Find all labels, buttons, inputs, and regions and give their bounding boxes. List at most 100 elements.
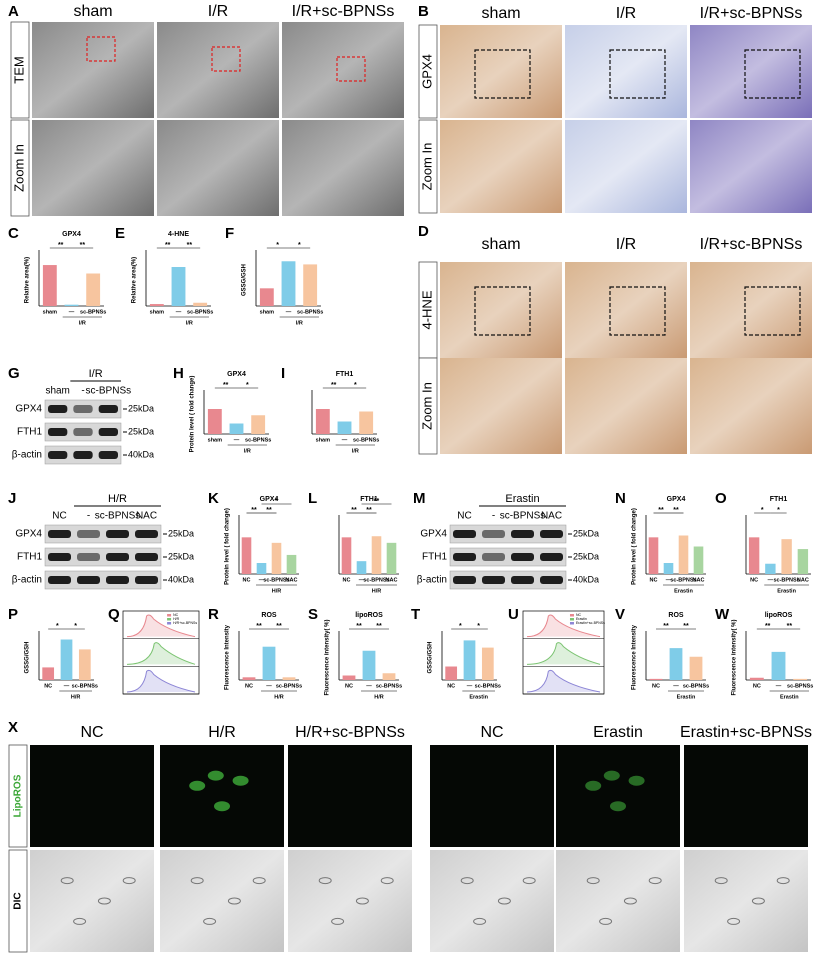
chart-title: lipoROS — [765, 612, 793, 619]
chart-title: GPX4 — [227, 371, 246, 378]
bar — [256, 563, 267, 574]
bar — [78, 649, 91, 680]
x-tick-label: — — [176, 309, 182, 315]
cell — [497, 897, 511, 905]
cell — [460, 877, 474, 885]
x-tick-label: — — [259, 577, 265, 583]
x-tick-label: sc-BPNSs — [276, 683, 302, 689]
x-tick-label: sc-BPNSs — [670, 577, 696, 583]
micrograph — [684, 745, 808, 847]
x-tick-label: — — [366, 683, 372, 689]
size-label: 25kDa — [573, 528, 599, 538]
legend-label: NC — [576, 613, 582, 617]
size-label: 25kDa — [573, 551, 599, 561]
bar — [315, 409, 330, 434]
band — [77, 576, 100, 584]
row-label-box — [418, 119, 438, 214]
band — [73, 405, 93, 413]
micrograph — [440, 120, 562, 213]
histogram-curve — [526, 614, 601, 638]
band — [106, 553, 129, 561]
sig-label: * — [777, 507, 780, 514]
micrograph — [430, 745, 554, 847]
cell — [60, 877, 74, 885]
y-axis-label: Relative area(%) — [25, 257, 31, 303]
panel-letter: O — [715, 490, 727, 507]
row-label: TEM — [11, 56, 26, 83]
cell — [73, 917, 87, 925]
sig-label: ** — [376, 623, 382, 630]
micrograph — [30, 745, 154, 847]
panel-letter: C — [8, 225, 19, 242]
panel-letter: P — [8, 606, 18, 623]
x-tick-label: NAC — [286, 577, 298, 583]
panel-letter: E — [115, 225, 125, 242]
x-tick-label: NC — [750, 577, 758, 583]
panel-letter: K — [208, 490, 219, 507]
group-label: Erastin — [674, 588, 693, 594]
x-tick-label: sc-BPNSs — [297, 309, 323, 315]
group-label: H/R — [272, 588, 282, 594]
bar — [251, 415, 266, 434]
row-label: 4-HNE — [419, 290, 434, 329]
panel-letter: H — [173, 365, 184, 382]
band — [482, 553, 505, 561]
group-label: I/R — [244, 448, 251, 454]
row-label: GPX4 — [15, 404, 42, 415]
row-label: GPX4 — [15, 529, 42, 540]
panel-letter: W — [715, 606, 730, 623]
chart-title: FTH1 — [360, 496, 378, 503]
roi-box — [744, 49, 801, 99]
cell — [522, 877, 536, 885]
group-label: Erastin — [505, 493, 539, 505]
bar — [765, 563, 776, 574]
micrograph — [565, 262, 687, 358]
row-label: LipoROS — [13, 774, 24, 817]
cell — [331, 917, 345, 925]
lane-label: - — [492, 511, 495, 522]
bar — [748, 537, 760, 574]
cell — [203, 917, 217, 925]
panel-letter: I — [281, 365, 285, 382]
group-label: I/R — [352, 448, 359, 454]
x-tick-label: sc-BPNSs — [187, 309, 213, 315]
x-tick-label: — — [673, 683, 679, 689]
column-header: sham — [73, 3, 112, 20]
y-axis-label: Fluorescence intensity( %) — [732, 619, 738, 695]
chart-title: FTH1 — [770, 496, 788, 503]
sig-label: ** — [276, 623, 282, 630]
column-header: Erastin — [593, 724, 643, 741]
cell — [751, 897, 765, 905]
micrograph — [684, 850, 808, 952]
bar — [481, 647, 494, 680]
panel-letter: X — [8, 719, 18, 736]
y-axis-label: Fluorescence intensity( %) — [325, 619, 331, 695]
x-tick-label: sham — [150, 309, 164, 315]
x-tick-label: NC — [343, 577, 351, 583]
panel-letter: B — [418, 3, 429, 20]
legend-label: Erastin — [576, 617, 587, 621]
lane-label: sham — [45, 386, 69, 397]
micrograph — [288, 850, 412, 952]
y-axis-label: Fluorescence Intensity — [632, 624, 638, 690]
column-header: H/R+sc-BPNSs — [295, 724, 405, 741]
x-tick-label: sc-BPNSs — [245, 437, 271, 443]
cell — [227, 897, 241, 905]
micrograph — [282, 22, 404, 118]
bar — [463, 640, 476, 680]
x-tick-label: — — [359, 577, 365, 583]
micrograph — [160, 745, 284, 847]
panel-letter: U — [508, 606, 519, 623]
bar — [689, 656, 703, 680]
histogram-curve — [126, 669, 196, 693]
band — [135, 553, 158, 561]
chart-title: GPX4 — [667, 496, 686, 503]
size-label: 25kDa — [168, 528, 194, 538]
column-header: sham — [481, 236, 520, 253]
micrograph — [690, 25, 812, 118]
micrograph — [160, 850, 284, 952]
micrograph — [440, 262, 562, 358]
row-label: FTH1 — [422, 552, 447, 563]
band — [48, 576, 71, 584]
band — [453, 576, 476, 584]
